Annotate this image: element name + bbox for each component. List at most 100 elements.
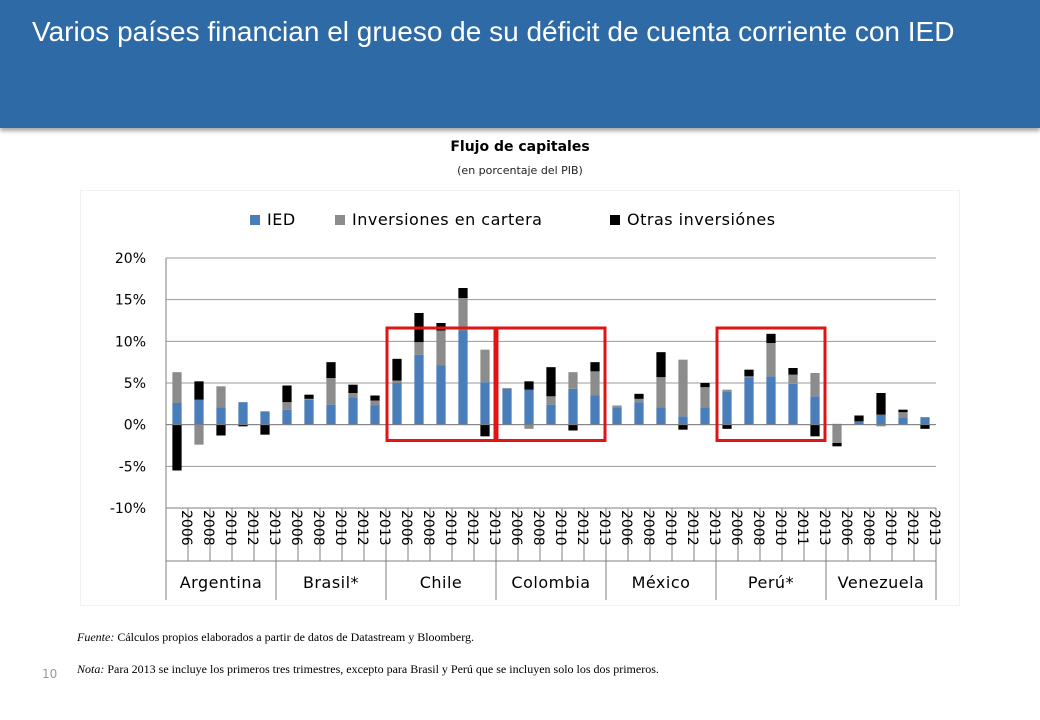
bar-otras-inversiónes <box>898 409 908 413</box>
country-label: Venezuela <box>838 573 925 592</box>
bar-ied <box>722 391 732 425</box>
bar-otras-inversiónes <box>458 288 468 298</box>
y-tick-label: 20% <box>115 251 146 267</box>
bar-inversiones-en-cartera <box>414 342 424 355</box>
year-label: 2010 <box>662 510 678 546</box>
bar-inversiones-en-cartera <box>546 396 556 405</box>
legend-label: IED <box>267 210 296 229</box>
bar-ied <box>458 330 468 425</box>
year-label: 2008 <box>310 510 326 546</box>
year-label: 2013 <box>596 510 612 546</box>
bar-inversiones-en-cartera <box>326 378 336 405</box>
bar-otras-inversiónes <box>370 395 380 401</box>
bar-otras-inversiónes <box>524 381 534 390</box>
bar-inversiones-en-cartera <box>700 387 710 408</box>
bar-ied <box>194 399 204 425</box>
bar-otras-inversiónes <box>634 393 644 399</box>
highlight-box <box>385 326 497 442</box>
year-label: 2013 <box>816 510 832 546</box>
bar-otras-inversiónes <box>568 424 578 431</box>
bar-otras-inversiónes <box>700 383 710 388</box>
bar-inversiones-en-cartera <box>832 424 842 443</box>
year-label: 2013 <box>926 510 942 546</box>
chart-title: Flujo de capitales <box>450 139 590 155</box>
bar-otras-inversiónes <box>810 424 820 437</box>
bar-inversiones-en-cartera <box>370 400 380 406</box>
bar-ied <box>326 404 336 425</box>
bar-otras-inversiónes <box>788 368 798 375</box>
bar-otras-inversiónes <box>260 424 270 435</box>
note-text: Para 2013 se incluye los primeros tres t… <box>104 662 659 676</box>
bar-ied <box>260 411 270 425</box>
country-label: Colombia <box>511 573 590 592</box>
bar-inversiones-en-cartera <box>590 371 600 396</box>
bar-otras-inversiónes <box>392 358 402 381</box>
title-bar: Varios países financian el grueso de su … <box>0 0 1040 128</box>
bar-ied <box>414 354 424 425</box>
bar-ied <box>304 399 314 425</box>
year-label: 2006 <box>728 510 744 546</box>
year-label: 2010 <box>552 510 568 546</box>
bar-otras-inversiónes <box>282 385 292 403</box>
bar-ied <box>282 409 292 425</box>
bar-otras-inversiónes <box>194 381 204 400</box>
y-tick-label: 15% <box>115 293 146 309</box>
bar-otras-inversiónes <box>546 367 556 397</box>
legend-swatch <box>335 215 345 225</box>
year-label: 2006 <box>618 510 634 546</box>
legend-label: Otras inversiónes <box>627 210 776 229</box>
y-tick-label: 5% <box>124 376 146 392</box>
y-tick-label: -5% <box>119 459 146 475</box>
country-label: Chile <box>420 573 463 592</box>
year-label: 2006 <box>178 510 194 546</box>
bar-otras-inversiónes <box>238 424 248 427</box>
bar-ied <box>898 418 908 425</box>
bar-inversiones-en-cartera <box>194 424 204 445</box>
bar-ied <box>546 404 556 425</box>
year-label: 2006 <box>838 510 854 546</box>
bar-ied <box>502 388 512 425</box>
bar-ied <box>216 407 226 425</box>
bar-inversiones-en-cartera <box>392 380 402 383</box>
bar-ied <box>172 403 182 425</box>
year-label: 2012 <box>904 510 920 546</box>
bar-otras-inversiónes <box>920 424 930 429</box>
bar-inversiones-en-cartera <box>678 359 688 417</box>
year-label: 2008 <box>530 510 546 546</box>
year-label: 2010 <box>222 510 238 546</box>
year-label: 2013 <box>376 510 392 546</box>
bar-ied <box>788 383 798 425</box>
year-label: 2012 <box>574 510 590 546</box>
bar-inversiones-en-cartera <box>612 405 622 408</box>
bar-ied <box>524 389 534 425</box>
bar-otras-inversiónes <box>172 424 182 471</box>
bar-ied <box>370 405 380 425</box>
bar-ied <box>766 376 776 425</box>
y-tick-label: 10% <box>115 334 146 350</box>
bar-ied <box>744 377 754 425</box>
bar-inversiones-en-cartera <box>656 377 666 408</box>
year-label: 2013 <box>486 510 502 546</box>
year-label: 2008 <box>640 510 656 546</box>
y-tick-label: -10% <box>110 501 146 517</box>
page-number: 10 <box>42 667 58 681</box>
bar-inversiones-en-cartera <box>304 398 314 400</box>
bar-otras-inversiónes <box>348 384 358 393</box>
bar-inversiones-en-cartera <box>524 424 534 429</box>
legend-swatch <box>250 215 260 225</box>
bar-ied <box>854 421 864 425</box>
bar-inversiones-en-cartera <box>436 330 446 366</box>
bar-inversiones-en-cartera <box>810 373 820 397</box>
year-label: 2012 <box>464 510 480 546</box>
bar-inversiones-en-cartera <box>282 402 292 410</box>
source-note: Fuente: Cálculos propios elaborados a pa… <box>77 630 474 645</box>
chart-subtitle: (en porcentaje del PIB) <box>457 164 583 177</box>
year-label: 2006 <box>508 510 524 546</box>
bar-inversiones-en-cartera <box>480 349 490 383</box>
bar-otras-inversiónes <box>678 424 688 430</box>
bar-inversiones-en-cartera <box>788 374 798 384</box>
bar-otras-inversiónes <box>832 443 842 447</box>
year-label: 2008 <box>750 510 766 546</box>
capital-flows-chart: -10% -5% 0% 5% 10% 15% 20% 2006 2008 2010 2012 2013… <box>79 189 961 607</box>
bar-ied <box>590 395 600 425</box>
